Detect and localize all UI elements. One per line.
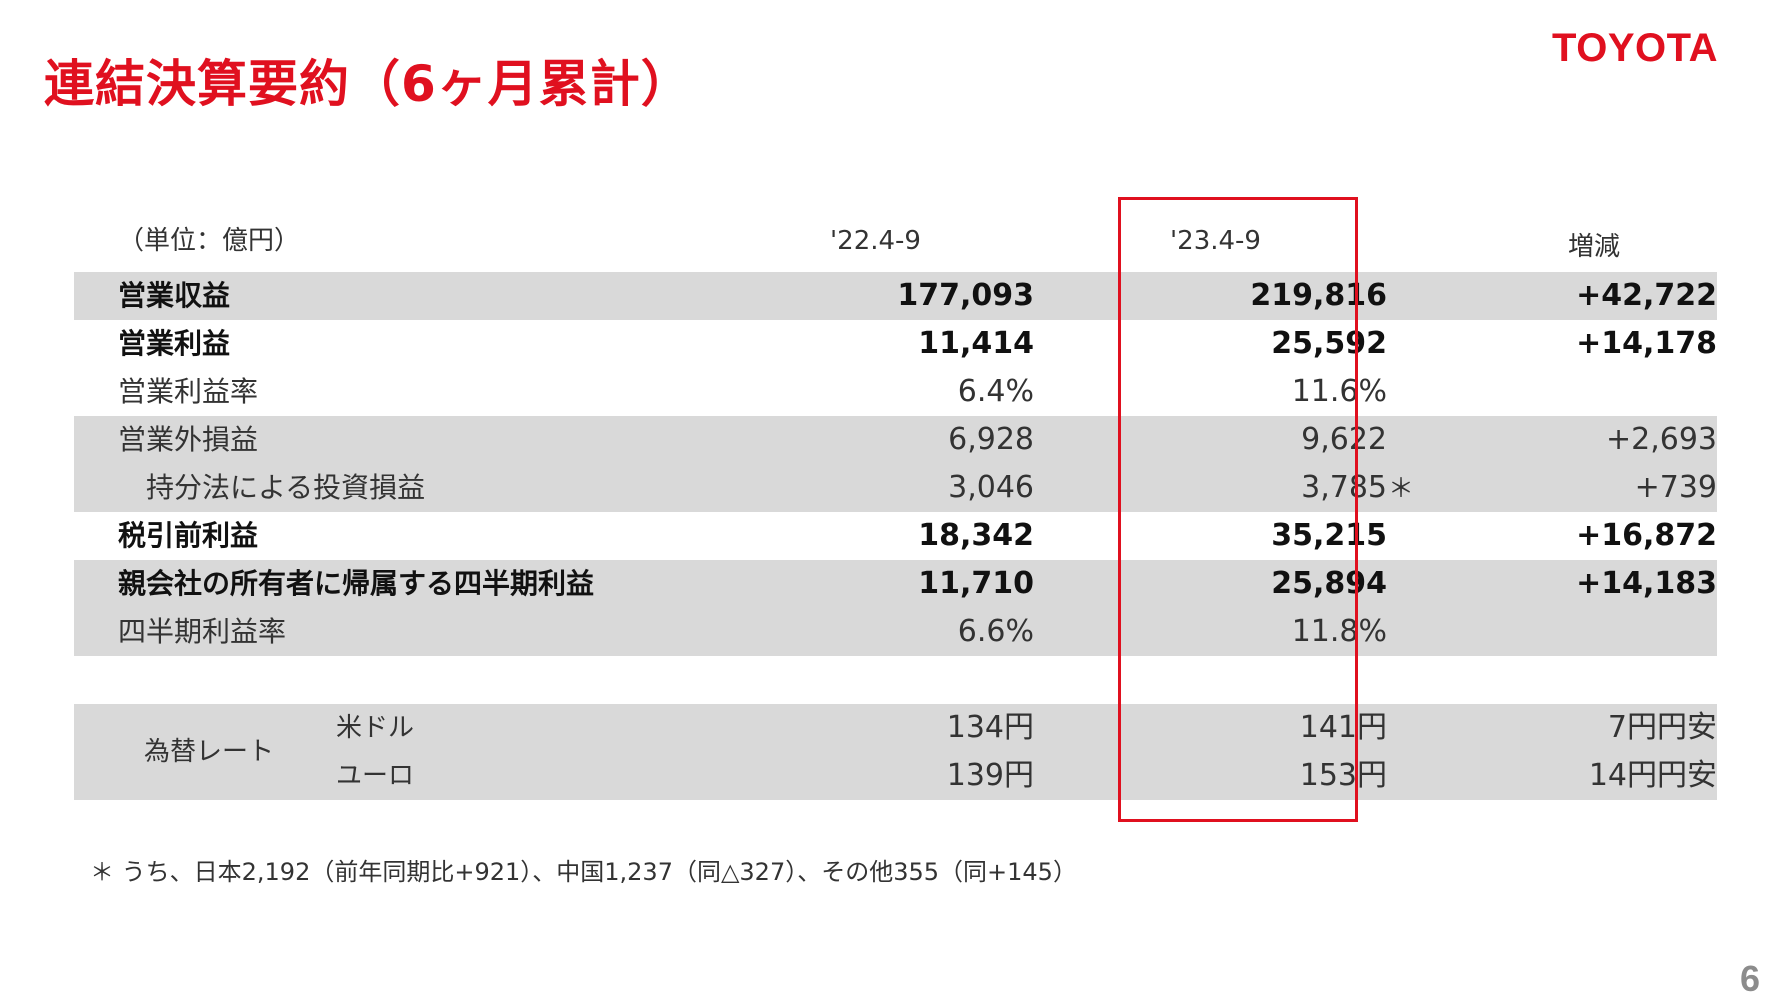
fx-row-label-eur: ユーロ: [336, 761, 415, 791]
value-change: [1477, 368, 1717, 416]
fx-rate-title: 為替レート: [144, 737, 275, 767]
footnote-mark: ＊: [1388, 474, 1415, 504]
table-row: 営業収益 177,093 219,816 +42,722: [74, 272, 1717, 320]
value-change: +16,872: [1576, 518, 1717, 553]
fx-usd-fy23: 141円: [1299, 710, 1387, 745]
row-label: 営業収益: [118, 279, 231, 312]
row-band: [74, 704, 1717, 800]
row-label: 税引前利益: [118, 519, 259, 552]
value-fy23: 3,785: [1301, 470, 1387, 505]
value-fy22: 11,414: [918, 326, 1034, 361]
row-label: 四半期利益率: [118, 615, 287, 648]
row-band: [74, 272, 1717, 320]
value-change: +2,693: [1605, 422, 1717, 457]
fx-usd-fy22: 134円: [946, 710, 1034, 745]
value-fy23: 25,592: [1271, 326, 1387, 361]
value-change: +739: [1634, 470, 1717, 505]
fx-rate-block: 為替レート 米ドル 134円 141円 7円円安 ユーロ 139円 153円 1…: [74, 704, 1717, 800]
toyota-logo: TOYOTA: [1552, 26, 1718, 70]
row-band: [74, 560, 1717, 656]
row-label: 営業利益: [118, 327, 231, 360]
value-fy23: 35,215: [1271, 518, 1387, 553]
value-change: +42,722: [1576, 278, 1717, 313]
value-fy23: 9,622: [1301, 422, 1387, 457]
value-fy23: 25,894: [1271, 566, 1387, 601]
page-number: 6: [1740, 958, 1761, 999]
table-row: 四半期利益率 6.6% 11.8%: [74, 608, 1717, 656]
footnote: ＊ うち、日本2,192（前年同期比+921）、中国1,237（同△327）、そ…: [90, 858, 1077, 886]
table-row: 親会社の所有者に帰属する四半期利益 11,710 25,894 +14,183: [74, 560, 1717, 608]
value-fy22: 6.4%: [957, 374, 1034, 409]
column-header-change: 増減: [1568, 232, 1621, 262]
value-fy22: 177,093: [897, 278, 1034, 313]
value-fy22: 18,342: [918, 518, 1034, 553]
fx-eur-fy22: 139円: [946, 758, 1034, 793]
value-fy23: 11.6%: [1291, 374, 1387, 409]
value-change: +14,183: [1576, 566, 1717, 601]
table-row: 税引前利益 18,342 35,215 +16,872: [74, 512, 1717, 560]
table-row: 持分法による投資損益 3,046 3,785 ＊ +739: [74, 464, 1717, 512]
value-change: +14,178: [1576, 326, 1717, 361]
table-row: 営業外損益 6,928 9,622 +2,693: [74, 416, 1717, 464]
value-fy22: 3,046: [948, 470, 1034, 505]
value-fy23: 11.8%: [1291, 614, 1387, 649]
value-fy22: 6.6%: [957, 614, 1034, 649]
table-row: 営業利益率 6.4% 11.6%: [74, 368, 1717, 416]
fx-usd-change: 7円円安: [1607, 710, 1717, 745]
fx-eur-change: 14円円安: [1588, 758, 1717, 793]
table-row: 営業利益 11,414 25,592 +14,178: [74, 320, 1717, 368]
fx-row-label-usd: 米ドル: [336, 713, 415, 743]
page-title: 連結決算要約（6ヶ月累計）: [44, 55, 692, 113]
value-fy22: 6,928: [948, 422, 1034, 457]
column-header-fy22: '22.4-9: [830, 226, 921, 256]
current-period-highlight: [1118, 197, 1358, 822]
value-change: [1477, 608, 1717, 656]
row-label: 親会社の所有者に帰属する四半期利益: [118, 567, 595, 600]
row-label: 持分法による投資損益: [146, 471, 426, 504]
row-label: 営業外損益: [118, 423, 259, 456]
fx-eur-fy23: 153円: [1299, 758, 1387, 793]
unit-label: （単位：億円）: [118, 226, 301, 256]
value-fy23: 219,816: [1250, 278, 1387, 313]
column-header-fy23: '23.4-9: [1170, 226, 1261, 256]
value-fy22: 11,710: [918, 566, 1034, 601]
row-band: [74, 416, 1717, 512]
row-label: 営業利益率: [118, 375, 259, 408]
